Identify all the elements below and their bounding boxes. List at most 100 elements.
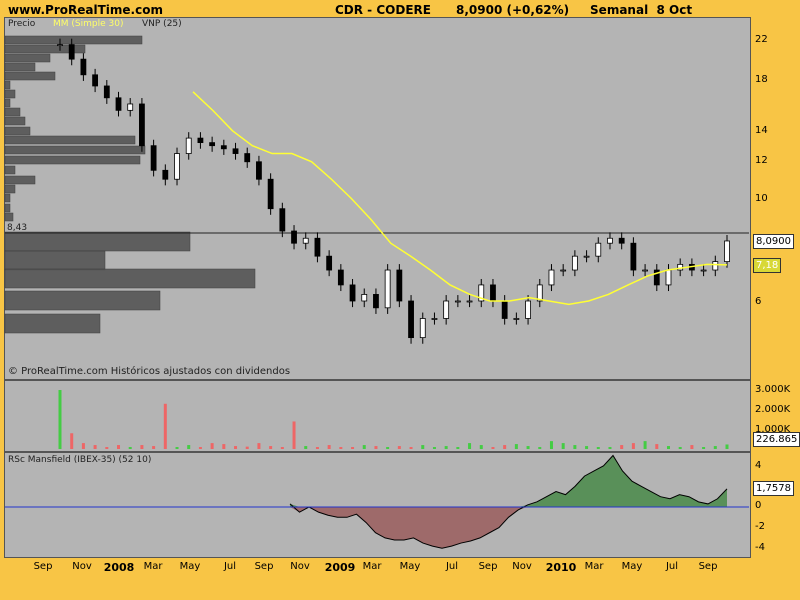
volume-bar-26	[362, 445, 366, 449]
price-candle-11	[185, 137, 192, 154]
price-candle-35	[466, 300, 473, 303]
rsc-tick-m2: -2	[755, 521, 765, 532]
price-candle-25	[349, 284, 356, 302]
x-label-18: Sep	[698, 561, 718, 572]
volume-bar-5	[117, 445, 121, 449]
volume-bar-30	[409, 447, 413, 449]
price-candle-4	[103, 85, 110, 99]
source-footer: © ProRealTime.com Históricos ajustados c…	[8, 366, 291, 377]
rsc-negative-area	[290, 507, 727, 549]
volume-bar-47	[608, 447, 612, 449]
price-candle-45	[583, 255, 590, 258]
price-candle-17	[256, 161, 262, 180]
ref-price-label: 8,43	[7, 223, 28, 233]
price-candle-29	[396, 269, 403, 302]
volume-bar-43	[561, 443, 565, 449]
volume-bar-24	[339, 447, 343, 449]
volume-bar-22	[315, 447, 319, 449]
volume-bar-8	[152, 446, 156, 449]
vnp-bar-14	[4, 165, 16, 175]
vol-tick-3000: 3.000K	[755, 384, 791, 395]
volume-bar-39	[514, 444, 518, 449]
volume-bar-2	[81, 443, 85, 449]
volume-bar-37	[491, 447, 495, 449]
price-candle-14	[220, 145, 227, 150]
x-label-12: Sep	[478, 561, 498, 572]
price-candle-56	[712, 261, 719, 271]
vnp-bar-5	[4, 80, 11, 90]
vnp-bar-2	[4, 53, 51, 63]
volume-bar-13	[210, 443, 214, 449]
y-tick-14: 14	[755, 125, 768, 136]
vnp-bar-7	[4, 98, 11, 108]
volume-bar-34	[456, 447, 460, 449]
price-candle-51	[653, 269, 660, 286]
volume-bar-33	[444, 446, 448, 449]
volume-bar-57	[725, 444, 729, 449]
price-candle-47	[607, 237, 613, 244]
rsc-tick-0: 0	[755, 500, 762, 511]
price-candle-19	[279, 208, 286, 232]
rsc-title: RSc Mansfield (IBEX-35) (52 10)	[8, 455, 152, 465]
vnp-bar-23	[4, 290, 161, 311]
x-label-10: May	[399, 561, 421, 572]
x-label-16: May	[621, 561, 643, 572]
site-name[interactable]: www.ProRealTime.com	[8, 3, 163, 17]
x-label-7: Nov	[290, 561, 310, 572]
volume-bar-51	[655, 444, 659, 449]
price-candle-55	[700, 269, 707, 272]
volume-bar-27	[374, 446, 378, 449]
rsc-tick-m4: -4	[755, 542, 765, 553]
moving-average-line	[192, 91, 728, 306]
price-candle-31	[419, 318, 426, 339]
x-label-4: May	[179, 561, 201, 572]
volume-bar-1	[70, 433, 74, 449]
vnp-bar-0	[4, 35, 143, 45]
volume-bar-44	[573, 445, 577, 449]
legend-price: Precio	[8, 19, 36, 29]
price-candle-30	[408, 300, 414, 339]
rsc-line	[289, 454, 728, 549]
price-candle-2	[80, 58, 87, 76]
price-candle-44	[571, 255, 578, 271]
vol-tick-2000: 2.000K	[755, 404, 791, 415]
vnp-bar-4	[4, 71, 56, 81]
volume-bar-20	[292, 421, 296, 449]
chart-header: www.ProRealTime.com CDR - CODERE 8,0900 …	[0, 0, 800, 20]
last-price-tag: 8,0900	[753, 234, 794, 249]
volume-bar-36	[479, 445, 483, 449]
volume-bar-32	[432, 447, 436, 449]
price-candle-1	[68, 44, 75, 60]
vnp-bar-11	[4, 135, 136, 145]
price-candle-22	[314, 237, 321, 257]
volume-bar-48	[620, 445, 624, 449]
x-label-1: Nov	[72, 561, 92, 572]
x-label-2: 2008	[103, 561, 135, 574]
price-candle-9	[162, 169, 169, 180]
rsc-tick-4: 4	[755, 460, 762, 471]
y-tick-22: 22	[755, 34, 768, 45]
price-candle-34	[454, 300, 461, 303]
volume-bar-49	[631, 443, 635, 449]
volume-bar-11	[187, 445, 191, 449]
x-label-9: Mar	[362, 561, 382, 572]
price-candle-7	[139, 103, 145, 147]
y-tick-18: 18	[755, 74, 768, 85]
x-label-13: Nov	[512, 561, 532, 572]
vnp-bar-20	[4, 231, 191, 252]
rsc-positive-area	[290, 455, 727, 507]
price-candle-42	[548, 269, 555, 286]
y-tick-12: 12	[755, 155, 768, 166]
volume-bar-7	[140, 445, 144, 449]
price-candle-50	[642, 269, 648, 272]
price-candle-13	[209, 142, 216, 147]
x-label-17: Jul	[665, 561, 679, 572]
x-label-11: Jul	[445, 561, 459, 572]
price-candle-46	[595, 242, 602, 257]
vnp-bar-19	[4, 212, 14, 222]
volume-bar-41	[538, 447, 542, 449]
volume-bar-16	[245, 446, 249, 449]
price-candle-49	[630, 242, 637, 271]
price-candle-12	[197, 137, 204, 144]
